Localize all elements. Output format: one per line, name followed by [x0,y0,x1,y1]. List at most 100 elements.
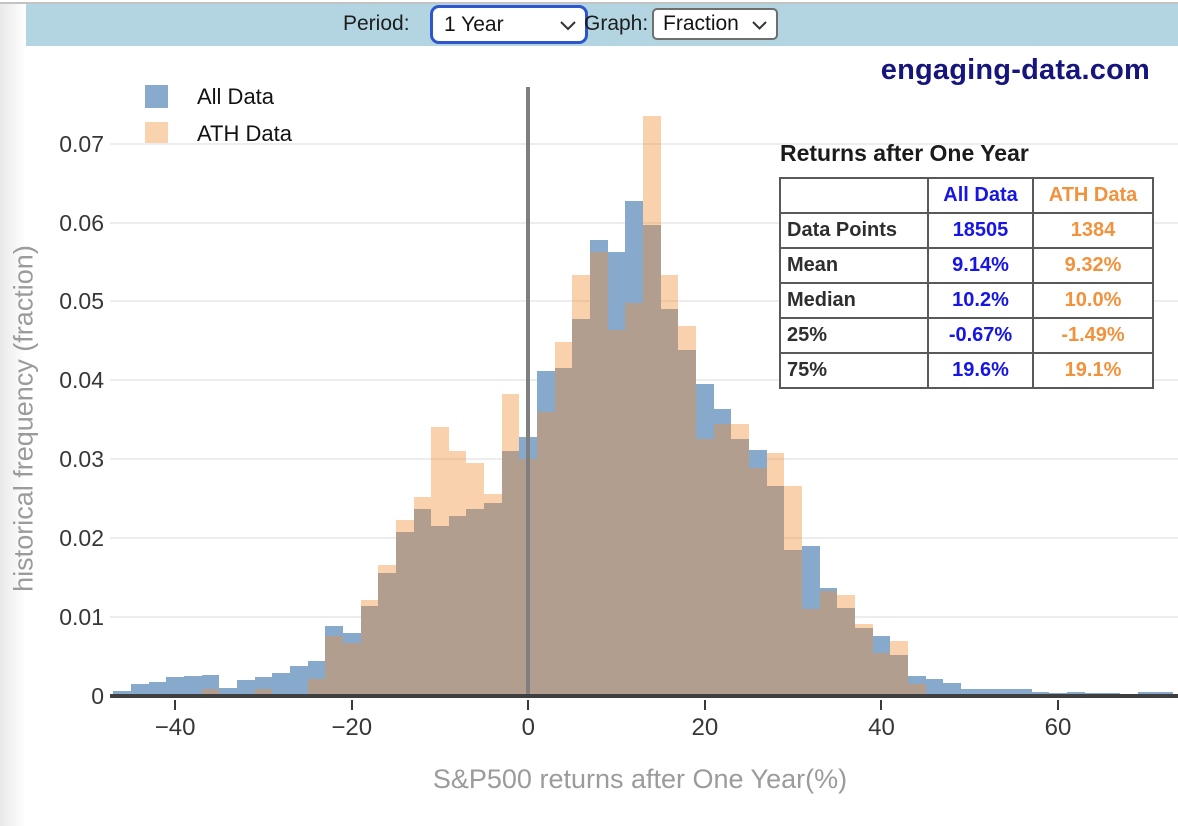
histogram-bar-ath-data [607,329,626,696]
y-tick-label: 0.05 [59,288,104,315]
period-select[interactable]: 1 Year [430,5,588,44]
histogram-bar-all-data [378,572,396,696]
y-tick-label: 0.07 [59,130,104,157]
histogram-bar-all-data [1137,692,1156,696]
histogram-bar-all-data [501,451,520,696]
histogram-bar-all-data [431,526,449,696]
histogram-bar-all-data [236,679,255,696]
histogram-bar-ath-data [413,496,432,696]
table-row: 75% 19.6% 19.1% [779,352,1154,389]
histogram-bar-ath-data [678,325,697,696]
left-edge-shading [0,4,26,826]
histogram-bar-ath-data [342,643,361,696]
stats-table-header-ath-data: ATH Data [1032,177,1154,214]
x-tick-label: −20 [331,714,373,741]
histogram-bar-all-data [960,689,979,696]
histogram-bar-ath-data [625,302,644,696]
stats-table-header-all-data: All Data [927,177,1034,214]
stats-table: All Data ATH Data Data Points 18505 1384 Me… [779,177,1154,389]
x-tick-mark [174,700,177,710]
graph-select[interactable]: Fraction [652,8,778,40]
histogram-bar-ath-data [819,590,838,696]
histogram-bar-all-data [448,515,467,696]
histogram-bar-all-data [590,239,608,696]
stat-label: 75% [779,352,929,389]
histogram-bar-ath-data [537,411,555,696]
stats-table-header-blank [779,177,929,214]
histogram-bar-all-data [572,319,591,696]
histogram-bar-ath-data [378,565,396,696]
histogram-bar-ath-data [325,636,343,696]
stat-label: Median [779,282,929,319]
site-branding: engaging-data.com [880,54,1150,86]
histogram-bar-all-data [148,682,167,696]
x-tick-mark [527,700,530,710]
x-tick-label: 20 [691,714,719,741]
histogram-bar-all-data [872,635,891,696]
stat-value-ath: 9.32% [1032,247,1154,284]
histogram-bar-all-data [925,678,944,696]
histogram-bar-ath-data [201,689,220,696]
histogram-bar-ath-data [572,274,591,696]
histogram-bar-ath-data [554,342,573,696]
histogram-bar-all-data [607,251,626,696]
histogram-bar-all-data [766,485,785,696]
histogram-bar-all-data [395,531,414,696]
histogram-bar-all-data [466,508,485,696]
histogram-bar-all-data [1031,691,1050,696]
histogram-bar-all-data [272,673,290,696]
histogram-bar-ath-data [590,252,608,696]
period-label: Period: [343,12,410,35]
histogram-bar-all-data [166,676,184,696]
histogram-bar-all-data [801,545,820,696]
histogram-bar-all-data [554,367,573,696]
histogram-bar-ath-data [731,424,750,696]
histogram-bar-all-data [537,370,555,696]
x-tick-label: −40 [154,714,196,741]
stat-value-all: -0.67% [927,317,1034,354]
histogram-bar-ath-data [448,451,467,696]
histogram-bar-all-data [113,690,131,696]
x-tick-mark [350,700,353,710]
gridline [110,221,1178,224]
table-row: Median 10.2% 10.0% [779,282,1154,319]
histogram-bar-all-data [1066,691,1085,696]
histogram-bar-all-data [1155,692,1173,696]
histogram-bar-all-data [342,633,361,696]
stat-value-ath: 1384 [1032,212,1154,249]
histogram-bar-all-data [484,503,502,696]
chevron-down-icon [752,12,767,36]
x-axis-baseline [110,694,1178,698]
histogram-bar-all-data [907,675,926,696]
table-row: Mean 9.14% 9.32% [779,247,1154,284]
histogram-bar-all-data [678,350,697,696]
histogram-bar-ath-data [643,116,661,696]
stat-value-all: 19.6% [927,352,1034,389]
histogram-bar-all-data [749,450,767,696]
stats-table-header-row: All Data ATH Data [779,177,1154,214]
histogram-bar-all-data [996,689,1014,696]
histogram-bar-all-data [713,409,732,696]
y-tick-label: 0 [91,682,104,709]
stat-label: 25% [779,317,929,354]
stat-label: Mean [779,247,929,284]
histogram-bar-all-data [784,549,802,696]
stat-value-all: 10.2% [927,282,1034,319]
histogram-bar-all-data [819,587,838,696]
histogram-bar-ath-data [696,439,714,696]
histogram-bar-all-data [413,508,432,696]
legend-label-all-data: All Data [197,84,275,109]
histogram-bar-all-data [643,224,661,696]
stat-value-ath: 19.1% [1032,352,1154,389]
histogram-bar-all-data [660,309,679,696]
y-tick-label: 0.02 [59,524,104,551]
top-border-line [0,2,1178,4]
x-tick-label: 60 [1044,714,1072,741]
histogram-bar-ath-data [784,485,802,696]
histogram-bar-all-data [837,607,855,696]
histogram-bar-all-data [183,675,202,696]
histogram-bar-ath-data [307,678,326,696]
histogram-bar-all-data [854,627,873,696]
stat-label: Data Points [779,212,929,249]
